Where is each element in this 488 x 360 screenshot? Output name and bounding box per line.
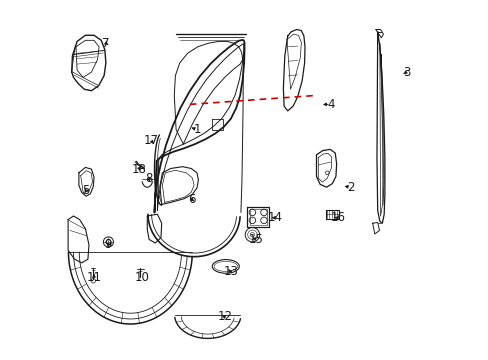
Text: 15: 15: [248, 233, 264, 246]
Text: 11: 11: [86, 271, 102, 284]
Text: 2: 2: [346, 181, 354, 194]
Text: 12: 12: [217, 310, 232, 323]
Text: 10: 10: [134, 271, 149, 284]
Text: 16: 16: [330, 211, 345, 224]
Text: 9: 9: [104, 238, 111, 251]
Text: 5: 5: [81, 184, 89, 197]
Text: 7: 7: [102, 37, 109, 50]
Text: 4: 4: [326, 98, 334, 111]
Text: 1: 1: [193, 123, 200, 136]
Text: 8: 8: [145, 172, 152, 185]
Text: 13: 13: [223, 265, 238, 278]
Text: 6: 6: [188, 193, 196, 206]
Text: 14: 14: [267, 211, 282, 224]
Text: 3: 3: [402, 66, 409, 78]
Text: 18: 18: [131, 163, 146, 176]
Text: 17: 17: [143, 134, 158, 147]
